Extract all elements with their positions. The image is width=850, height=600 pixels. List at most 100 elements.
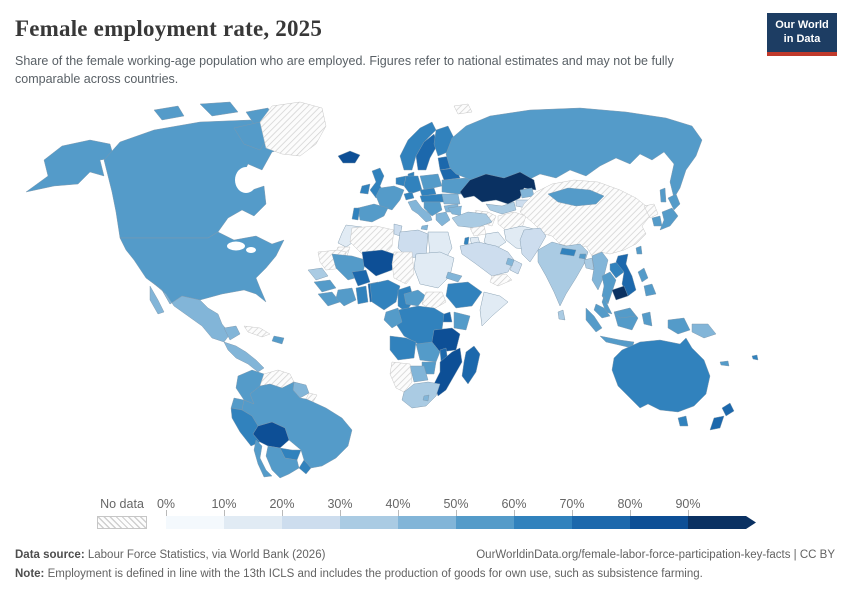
country-thailand[interactable] <box>601 271 617 305</box>
country-papua-new-guinea[interactable] <box>691 323 717 339</box>
country-switzerland[interactable] <box>403 191 415 201</box>
country-central-america[interactable] <box>223 341 265 373</box>
country-taiwan[interactable] <box>635 245 643 255</box>
country-argentina[interactable] <box>265 445 300 479</box>
country-svalbard[interactable] <box>453 103 473 115</box>
country-chile[interactable] <box>253 439 273 478</box>
country-iceland[interactable] <box>337 150 361 164</box>
country-australia[interactable] <box>611 337 711 413</box>
country-philippines[interactable] <box>637 267 649 283</box>
country-ivory-coast[interactable] <box>335 287 357 307</box>
country-greece[interactable] <box>435 211 451 227</box>
country-angola[interactable] <box>389 335 417 361</box>
country-balkans[interactable] <box>423 201 443 217</box>
country-portugal[interactable] <box>351 207 361 221</box>
country-hispaniola[interactable] <box>271 335 285 345</box>
country-saudi-arabia[interactable] <box>459 241 515 277</box>
country-indonesia-java[interactable] <box>599 335 635 349</box>
country-china[interactable] <box>519 179 651 257</box>
canonical-link[interactable]: OurWorldinData.org/female-labor-force-pa… <box>476 549 835 561</box>
country-ethiopia[interactable] <box>445 281 483 309</box>
country-guinea[interactable] <box>313 279 337 293</box>
country-czechia[interactable] <box>419 187 437 197</box>
country-kazakhstan[interactable] <box>459 171 537 205</box>
country-egypt[interactable] <box>427 231 453 259</box>
country-russia-sakhalin[interactable] <box>659 187 667 203</box>
country-thailand-peninsula[interactable] <box>601 295 613 315</box>
country-cuba[interactable] <box>243 325 271 338</box>
country-israel[interactable] <box>463 236 470 246</box>
legend-bin-20-30%[interactable] <box>282 516 340 529</box>
country-senegal[interactable] <box>307 267 329 281</box>
country-usa[interactable] <box>119 231 285 305</box>
legend-no-data-swatch[interactable] <box>97 516 147 529</box>
country-italy[interactable] <box>407 199 433 223</box>
country-uae[interactable] <box>505 257 515 267</box>
country-malaysia-borneo[interactable] <box>613 307 637 319</box>
country-sri-lanka[interactable] <box>557 309 566 321</box>
country-philippines[interactable] <box>643 283 657 297</box>
country-south-africa[interactable] <box>401 381 441 409</box>
country-zambia[interactable] <box>415 341 441 363</box>
country-nigeria[interactable] <box>369 279 401 311</box>
country-madagascar[interactable] <box>461 345 481 385</box>
country-mexico-baja[interactable] <box>149 285 165 315</box>
country-germany[interactable] <box>403 175 423 195</box>
country-new-zealand-south[interactable] <box>709 415 725 431</box>
country-mozambique[interactable] <box>433 347 463 397</box>
country-greenland[interactable] <box>259 101 327 157</box>
country-cambodia[interactable] <box>611 285 629 301</box>
country-tasmania[interactable] <box>677 415 689 427</box>
country-alaska[interactable] <box>25 139 115 193</box>
country-ireland[interactable] <box>359 183 371 195</box>
country-yemen[interactable] <box>489 273 513 287</box>
country-mongolia[interactable] <box>547 187 605 207</box>
country-sudan[interactable] <box>413 251 455 289</box>
country-france[interactable] <box>375 185 405 211</box>
country-malaysia[interactable] <box>593 303 611 319</box>
country-poland[interactable] <box>419 173 443 191</box>
country-kenya[interactable] <box>453 311 471 331</box>
legend-bin-80-90%[interactable] <box>630 516 688 529</box>
country-ghana[interactable] <box>355 285 369 305</box>
country-north-korea[interactable] <box>643 203 659 219</box>
legend-bin-10-20%[interactable] <box>224 516 282 529</box>
country-niger[interactable] <box>361 249 395 277</box>
country-uruguay[interactable] <box>298 459 312 475</box>
legend-bin-40-50%[interactable] <box>398 516 456 529</box>
legend-bin-70-80%[interactable] <box>572 516 630 529</box>
country-chad[interactable] <box>391 251 415 285</box>
country-burkina-faso[interactable] <box>351 269 371 287</box>
country-new-caledonia[interactable] <box>719 360 730 367</box>
country-new-zealand-north[interactable] <box>721 402 735 417</box>
country-nepal[interactable] <box>559 247 577 257</box>
country-indonesia-sulawesi[interactable] <box>641 311 653 327</box>
legend-bin-0-10%[interactable] <box>166 516 224 529</box>
legend-bin-50-60%[interactable] <box>456 516 514 529</box>
country-benelux[interactable] <box>395 175 407 187</box>
country-indonesia-sumatra[interactable] <box>585 307 603 333</box>
country-eritrea[interactable] <box>445 271 463 283</box>
country-pakistan[interactable] <box>519 227 547 263</box>
country-sweden[interactable] <box>415 133 439 171</box>
owid-logo[interactable]: Our World in Data <box>767 13 837 56</box>
country-myanmar[interactable] <box>591 251 609 291</box>
country-botswana[interactable] <box>409 365 429 383</box>
country-japan-hokkaido[interactable] <box>667 193 681 211</box>
country-south-korea[interactable] <box>651 215 663 227</box>
country-mexico-yucatan[interactable] <box>223 325 241 341</box>
country-namibia[interactable] <box>389 361 413 393</box>
country-fiji[interactable] <box>751 354 759 361</box>
country-japan[interactable] <box>659 207 679 231</box>
country-central-african-republic[interactable] <box>403 289 427 307</box>
country-bhutan[interactable] <box>578 253 587 260</box>
country-india[interactable] <box>537 241 589 307</box>
country-canada-arctic[interactable] <box>153 105 185 121</box>
country-canada-arctic[interactable] <box>199 101 239 117</box>
country-spain[interactable] <box>357 203 389 223</box>
legend-bin-30-40%[interactable] <box>340 516 398 529</box>
country-congo-gabon[interactable] <box>383 307 403 329</box>
country-norway[interactable] <box>399 121 437 171</box>
legend-bin-90%+[interactable] <box>688 516 756 529</box>
country-romania[interactable] <box>441 193 461 205</box>
